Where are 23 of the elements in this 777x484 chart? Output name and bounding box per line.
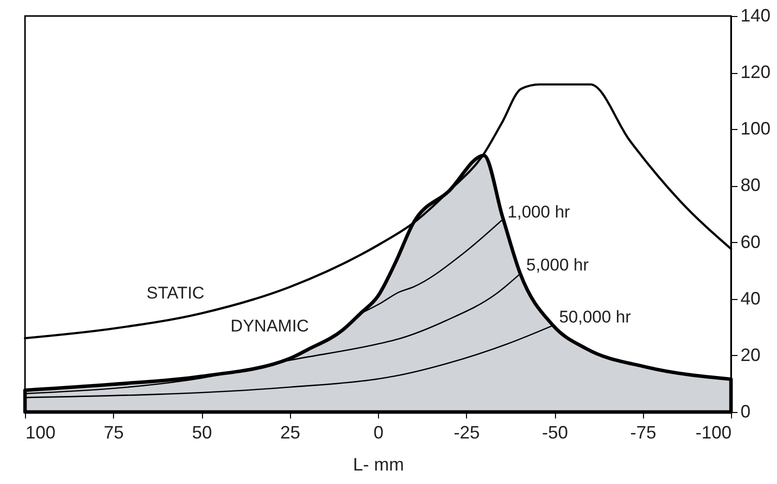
x-tick-label: 50 (192, 422, 212, 442)
x-tick-label: -25 (454, 422, 480, 442)
x-tick-label: 100 (26, 422, 56, 442)
x-tick-label: 75 (104, 422, 124, 442)
x-tick-label: 0 (373, 422, 384, 442)
x-tick-label: -100 (695, 422, 732, 442)
y-tick-label: 60 (740, 232, 761, 252)
y-tick-label: 140 (740, 6, 771, 26)
y-tick-label: 80 (740, 175, 761, 196)
y-tick-label: 120 (740, 62, 771, 82)
y-tick-label: 0 (740, 402, 751, 422)
x-tick-label: -75 (630, 422, 656, 442)
x-axis-title: L- mm (353, 454, 404, 474)
y-tick-label: 40 (740, 288, 761, 308)
x-tick-label: -50 (542, 422, 568, 442)
series-label: 5,000 hr (526, 256, 589, 275)
series-label: 1,000 hr (508, 202, 570, 222)
series-label: 50,000 hr (559, 307, 632, 326)
x-tick-label: 25 (280, 422, 300, 442)
series-label: STATIC (146, 283, 204, 302)
y-tick-label: 100 (740, 118, 771, 139)
series-label: DYNAMIC (230, 316, 309, 336)
y-tick-label: 20 (740, 344, 761, 365)
